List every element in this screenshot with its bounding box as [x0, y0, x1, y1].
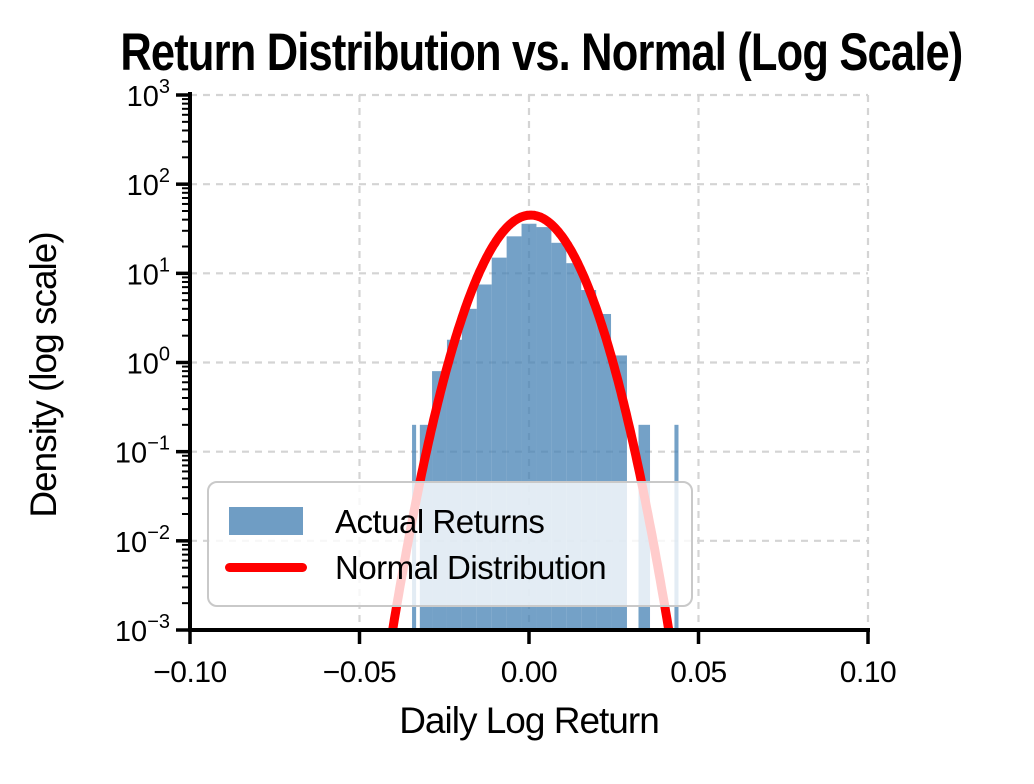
legend-label-normal-distribution: Normal Distribution: [335, 548, 607, 586]
legend-swatch-actual-returns-icon: [229, 507, 303, 535]
normal-curve: [388, 210, 674, 630]
legend-line-normal-distribution-icon: [225, 562, 307, 572]
normal-curve-line: [388, 210, 674, 630]
legend-item-normal-distribution: Normal Distribution: [223, 551, 677, 584]
y-tick-label: 10−2: [115, 522, 170, 559]
y-tick-label: 103: [127, 76, 170, 113]
x-tick-label: 0.00: [501, 656, 557, 689]
y-tick-label: 101: [127, 254, 170, 291]
x-tick-label: 0.10: [840, 656, 896, 689]
x-axis-label: Daily Log Return: [399, 700, 660, 741]
legend: Actual Returns Normal Distribution: [207, 481, 693, 607]
chart-title: Return Distribution vs. Normal (Log Scal…: [120, 23, 963, 82]
x-tick-label: −0.05: [323, 656, 396, 689]
y-tick-label: 100: [127, 344, 170, 381]
legend-item-actual-returns: Actual Returns: [223, 505, 677, 538]
y-tick-label: 102: [127, 165, 170, 202]
legend-label-actual-returns: Actual Returns: [335, 502, 545, 540]
y-tick-label: 10−3: [115, 611, 170, 648]
axis-ticks: [176, 93, 870, 644]
y-tick-label: 10−1: [115, 433, 170, 470]
x-tick-label: −0.10: [153, 656, 226, 689]
x-tick-label: 0.05: [670, 656, 726, 689]
tick-labels: −0.10 −0.05 0.00 0.05 0.10 103 102 101 100 10−1 10…: [115, 76, 897, 689]
